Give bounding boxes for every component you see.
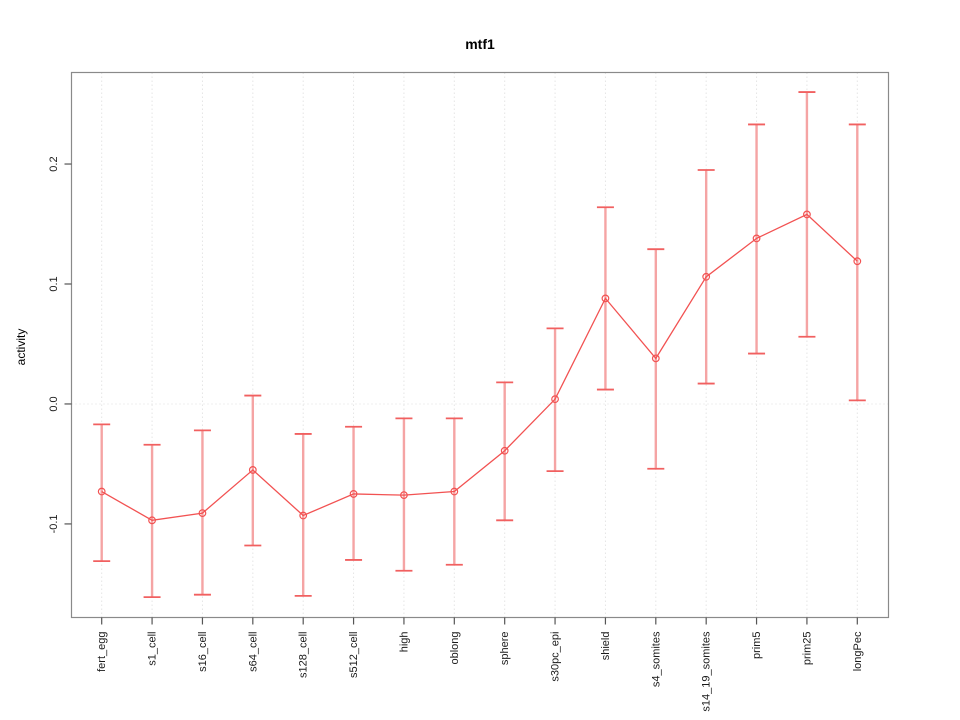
data-point bbox=[551, 395, 559, 404]
data-point bbox=[400, 491, 408, 500]
plot-box bbox=[70, 71, 890, 619]
data-line bbox=[101, 213, 858, 522]
data-point bbox=[651, 354, 660, 363]
x-tick-label: s64_cell bbox=[247, 632, 259, 672]
x-tick-label: shield bbox=[600, 632, 612, 661]
data-point bbox=[299, 511, 308, 520]
data-point bbox=[248, 466, 257, 474]
x-tick-label: sphere bbox=[499, 632, 511, 666]
x-tick-label: s1_cell bbox=[147, 632, 159, 666]
x-tick-label: high bbox=[398, 632, 410, 653]
x-tick-label: s128_cell bbox=[298, 632, 310, 678]
x-tick-label: prim25 bbox=[801, 632, 813, 666]
data-point bbox=[752, 234, 761, 243]
data-point bbox=[601, 294, 610, 303]
y-tick-label: 0.2 bbox=[48, 156, 60, 171]
x-tick-label: s14_19_somites bbox=[701, 631, 713, 712]
x-tick-label: fert_egg bbox=[96, 632, 108, 672]
y-tick-label: 0.1 bbox=[48, 276, 60, 291]
data-point bbox=[500, 446, 509, 455]
x-tick-label: s512_cell bbox=[348, 632, 360, 678]
x-tick-label: s4_somites bbox=[650, 631, 662, 687]
x-tick-label: longPec bbox=[852, 631, 864, 671]
y-tick-label: -0.1 bbox=[48, 514, 60, 533]
data-point bbox=[97, 487, 106, 496]
data-point bbox=[349, 490, 358, 498]
chart-title: mtf1 bbox=[465, 36, 495, 52]
x-tick-label: s30pc_epi bbox=[550, 632, 562, 682]
data-point bbox=[853, 257, 862, 266]
x-tick-label: prim5 bbox=[751, 632, 763, 660]
y-tick-label: 0.0 bbox=[48, 396, 60, 411]
data-point bbox=[198, 509, 207, 518]
data-point bbox=[702, 272, 711, 281]
data-point bbox=[148, 516, 156, 525]
data-point bbox=[803, 210, 811, 219]
data-point bbox=[450, 487, 459, 496]
x-tick-label: s16_cell bbox=[197, 632, 209, 672]
x-tick-label: oblong bbox=[449, 632, 461, 665]
